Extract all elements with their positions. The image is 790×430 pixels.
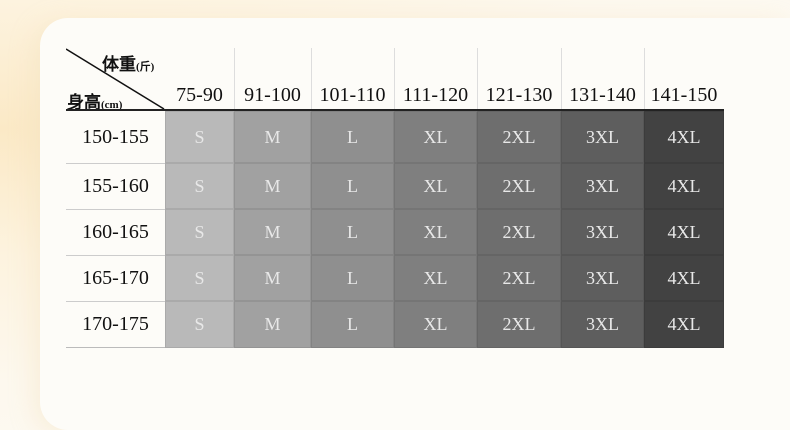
column-divider xyxy=(477,48,478,110)
height-label: 身高 xyxy=(67,93,101,112)
size-cell: 4XL xyxy=(644,111,724,163)
size-cell: S xyxy=(165,111,234,163)
size-cell: 2XL xyxy=(477,301,561,348)
height-range-label: 170-175 xyxy=(82,313,149,335)
height-header: 身高(cm) xyxy=(67,88,122,113)
size-cell: 3XL xyxy=(561,111,644,163)
size-cell: 2XL xyxy=(477,255,561,301)
row-divider xyxy=(66,301,165,302)
size-cell: 4XL xyxy=(644,209,724,255)
size-cell: XL xyxy=(394,209,477,255)
corner-header: 体重(斤) 身高(cm) xyxy=(66,48,165,113)
weight-range-header: 75-90 xyxy=(176,84,223,106)
column-divider xyxy=(394,48,395,110)
weight-range-header: 141-150 xyxy=(650,84,718,106)
size-cell: L xyxy=(311,255,394,301)
size-cell: 3XL xyxy=(561,209,644,255)
weight-range-header: 111-120 xyxy=(402,84,469,106)
size-cell: 3XL xyxy=(561,255,644,301)
diagonal-divider xyxy=(66,48,165,110)
size-cell: S xyxy=(165,301,234,348)
header-divider xyxy=(66,109,724,111)
weight-unit: (斤) xyxy=(136,61,155,73)
size-cell: XL xyxy=(394,163,477,209)
size-cell: M xyxy=(234,209,311,255)
size-cell: XL xyxy=(394,255,477,301)
weight-label: 体重 xyxy=(102,55,136,74)
row-divider xyxy=(66,209,165,210)
size-cell: S xyxy=(165,163,234,209)
size-cell: M xyxy=(234,301,311,348)
weight-range-header: 101-110 xyxy=(319,84,386,106)
size-cell: 3XL xyxy=(561,163,644,209)
size-cell: 2XL xyxy=(477,209,561,255)
size-cell: 4XL xyxy=(644,163,724,209)
size-cell: 3XL xyxy=(561,301,644,348)
size-cell: L xyxy=(311,163,394,209)
height-range-label: 150-155 xyxy=(82,126,149,148)
size-cell: S xyxy=(165,255,234,301)
height-range-label: 165-170 xyxy=(82,267,149,289)
size-cell: 2XL xyxy=(477,163,561,209)
size-cell: L xyxy=(311,209,394,255)
size-cell: S xyxy=(165,209,234,255)
height-range-label: 160-165 xyxy=(82,221,149,243)
size-cell: XL xyxy=(394,301,477,348)
size-cell: XL xyxy=(394,111,477,163)
size-cell: 4XL xyxy=(644,301,724,348)
size-cell: 4XL xyxy=(644,255,724,301)
size-cell: L xyxy=(311,111,394,163)
column-divider xyxy=(644,48,645,110)
weight-range-header: 91-100 xyxy=(244,84,301,106)
height-unit: (cm) xyxy=(101,99,123,111)
column-divider xyxy=(561,48,562,110)
table-bottom-line xyxy=(66,347,165,348)
weight-range-header: 121-130 xyxy=(485,84,553,106)
column-divider xyxy=(234,48,235,110)
height-range-label: 155-160 xyxy=(82,175,149,197)
row-divider xyxy=(66,255,165,256)
size-cell: M xyxy=(234,163,311,209)
row-divider xyxy=(66,163,165,164)
column-divider xyxy=(311,48,312,110)
size-cell: 2XL xyxy=(477,111,561,163)
size-cell: L xyxy=(311,301,394,348)
weight-range-header: 131-140 xyxy=(569,84,636,106)
size-cell: M xyxy=(234,255,311,301)
weight-header: 体重(斤) xyxy=(102,50,154,75)
size-cell: M xyxy=(234,111,311,163)
